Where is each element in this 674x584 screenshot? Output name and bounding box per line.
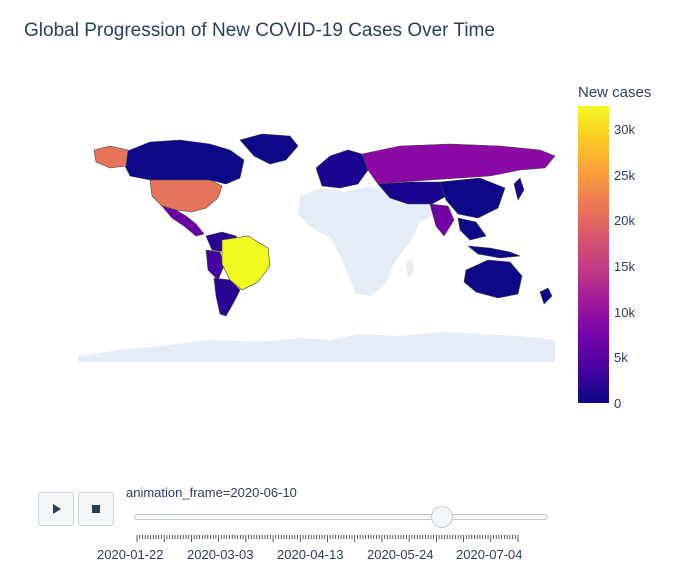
colorbar-tick-label: 30k [614,121,635,137]
colorbar-tick-label: 0 [614,396,622,411]
colorbar-tick-label: 5k [614,350,628,366]
region-madagascar [406,258,414,278]
region-australia [463,259,523,299]
colorbar-tick-label: 15k [614,258,635,274]
region-peru [205,249,225,281]
region-mexico [161,205,205,237]
colorbar-title: New cases [578,84,652,101]
region-southeast-asia [457,217,487,241]
stop-button[interactable] [78,492,114,526]
region-greenland [239,133,299,165]
colorbar-tick-label: 10k [614,304,635,320]
region-central-asia [377,181,451,205]
region-brazil [221,235,271,291]
chart-title: Global Progression of New COVID-19 Cases… [24,20,495,41]
region-new-zealand [539,287,553,305]
region-alaska [93,145,129,169]
animation-slider-handle[interactable] [431,506,453,528]
play-icon [53,504,61,514]
region-canada [123,139,245,185]
stop-icon [92,505,100,513]
animation-slider-track[interactable] [134,514,548,520]
region-china [439,177,506,219]
region-southern-cone [213,277,241,317]
region-antarctica [78,332,555,362]
region-indonesia [467,245,521,259]
slider-date-label: 2020-03-03 [187,547,254,562]
colorbar [578,106,609,403]
slider-date-label: 2020-07-04 [456,547,523,562]
play-button[interactable] [38,492,74,526]
region-africa [298,186,420,296]
colorbar-tick-label: 20k [614,213,635,229]
region-usa [149,179,223,213]
slider-date-label: 2020-04-13 [277,547,344,562]
colorbar-tick-label: 25k [614,167,635,183]
region-india [429,203,455,237]
slider-date-label: 2020-05-24 [367,547,434,562]
region-japan [513,177,525,201]
animation-frame-label: animation_frame=2020-06-10 [126,485,297,500]
slider-date-label: 2020-01-22 [97,547,164,562]
